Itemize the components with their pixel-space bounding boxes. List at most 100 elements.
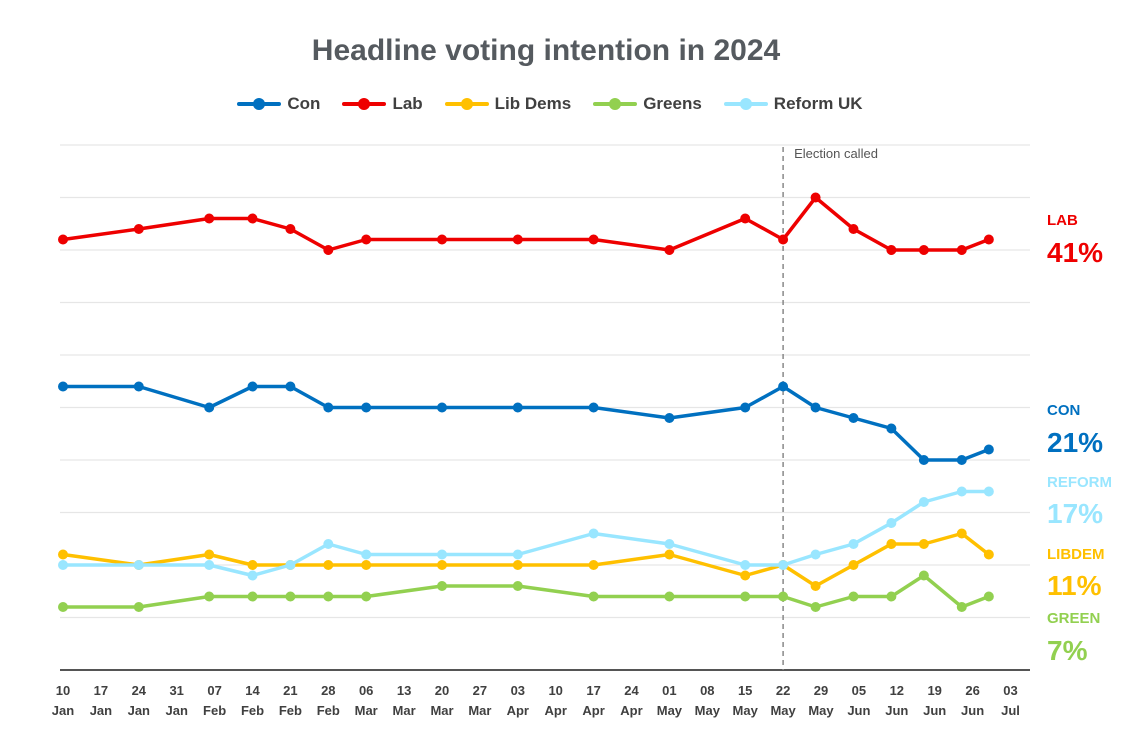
data-point-reform [247,570,258,581]
data-point-reform [323,539,334,549]
x-tick-month: Mar [355,703,378,718]
data-point-green [512,581,523,591]
data-point-green [956,602,967,612]
data-point-con [204,402,215,413]
x-tick-day: 20 [435,683,449,698]
data-point-con [133,381,144,392]
data-point-lab [437,234,447,245]
end-label-value-libdem: 11% [1047,570,1102,601]
data-point-green [437,581,447,591]
x-tick-day: 21 [283,683,297,698]
x-tick-month: Mar [393,703,416,718]
x-tick-month: Apr [507,703,529,718]
x-tick-day: 15 [738,683,752,698]
data-point-lab [323,245,334,255]
series-line-con [61,384,991,462]
legend-swatch-reform [723,98,768,110]
data-point-con [247,381,258,392]
data-point-lab [588,234,599,245]
x-tick-day: 27 [473,683,487,698]
data-point-con [983,444,994,455]
x-tick-month: Jan [128,703,150,718]
data-point-reform [285,560,296,570]
data-point-green [778,591,789,602]
x-tick-month: Feb [279,703,302,718]
data-point-green [323,591,334,602]
data-point-libdem [323,560,334,570]
legend-item-green: Greens [593,94,702,114]
x-tick-day: 28 [321,683,335,698]
x-tick-month: Jul [1001,703,1020,718]
data-point-green [848,591,859,602]
data-point-green [810,602,821,612]
x-tick-month: Feb [317,703,340,718]
x-tick-day: 17 [94,683,108,698]
data-point-con [886,423,897,434]
data-point-con [323,402,334,413]
end-label-name-reform: REFORM [1047,474,1112,491]
x-tick-day: 19 [927,683,941,698]
x-tick-month: Apr [582,703,604,718]
data-point-libdem [361,560,372,570]
data-point-green [285,591,296,602]
x-tick-month: Jun [847,703,870,718]
legend: Con Lab Lib Dems Greens Reform UK [0,94,1100,114]
data-point-reform [588,528,599,539]
data-point-green [588,591,599,602]
x-tick-month: Mar [430,703,453,718]
data-point-lab [848,224,859,234]
data-point-green [918,570,929,581]
data-point-libdem [810,581,821,591]
data-point-lab [810,192,821,203]
data-point-libdem [437,560,447,570]
series-line-green [61,573,991,609]
legend-swatch-libdem [444,98,489,110]
data-point-lab [918,245,929,255]
data-point-green [247,591,258,602]
data-point-reform [361,549,372,560]
x-tick-month: May [657,703,683,718]
data-point-reform [437,549,447,560]
data-point-lab [886,245,897,255]
data-point-lab [133,224,144,234]
data-point-lab [204,213,215,224]
data-point-con [740,402,751,413]
x-tick-month: May [695,703,721,718]
end-label-name-green: GREEN [1047,610,1100,627]
data-point-con [956,455,967,465]
data-point-libdem [512,560,523,570]
x-tick-month: Apr [545,703,567,718]
x-tick-day: 26 [965,683,979,698]
data-point-lab [740,213,751,224]
data-point-libdem [983,549,994,560]
x-tick-month: Jun [961,703,984,718]
x-tick-month: Jan [52,703,74,718]
data-point-lab [664,245,675,255]
data-point-con [810,402,821,413]
legend-item-con: Con [237,94,320,114]
x-tick-day: 06 [359,683,373,698]
data-point-libdem [588,560,599,570]
legend-swatch-con [237,98,282,110]
data-point-lab [956,245,967,255]
x-tick-day: 10 [548,683,562,698]
data-point-reform [133,560,144,570]
x-tick-day: 24 [624,683,639,698]
legend-label-libdem: Lib Dems [494,94,572,113]
x-tick-day: 22 [776,683,790,698]
x-tick-month: May [808,703,834,718]
data-point-reform [918,497,929,507]
data-point-lab [58,234,68,245]
x-tick-month: May [733,703,759,718]
data-point-reform [778,560,789,570]
data-point-con [664,413,675,423]
data-point-libdem [204,549,215,560]
x-tick-month: May [770,703,796,718]
legend-swatch-green [593,98,638,110]
data-point-libdem [58,549,68,560]
data-point-green [361,591,372,602]
data-point-con [285,381,296,392]
x-tick-day: 17 [586,683,600,698]
legend-swatch-lab [342,98,387,110]
x-tick-month: Feb [203,703,226,718]
